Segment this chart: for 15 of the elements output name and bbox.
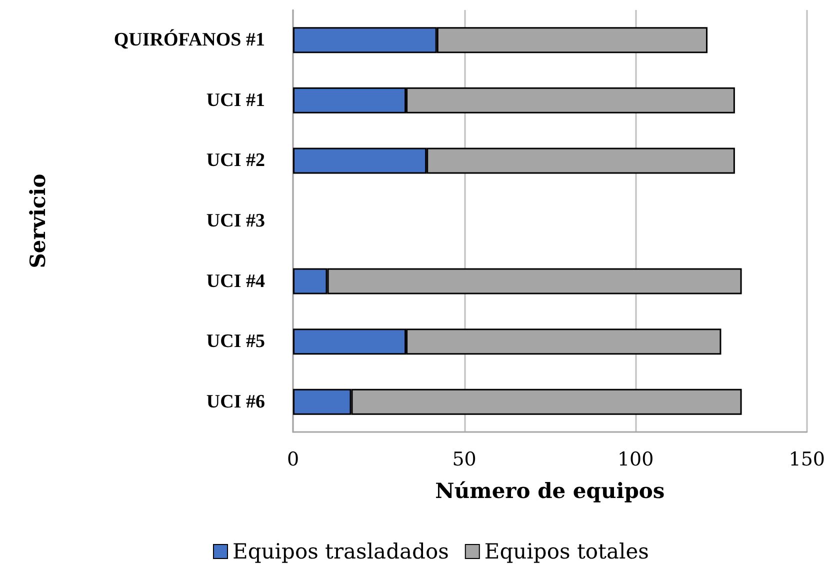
x-tick-label: 0 xyxy=(286,448,300,470)
y-tick-label: QUIRÓFANOS #1 xyxy=(114,28,265,51)
legend-label: Equipos trasladados xyxy=(232,540,449,564)
legend-label: Equipos totales xyxy=(484,540,649,564)
y-tick-label: UCI #1 xyxy=(206,90,265,111)
y-axis-title: Servicio xyxy=(25,174,50,268)
x-tick-label: 100 xyxy=(617,448,654,470)
y-tick-label: UCI #2 xyxy=(206,150,265,172)
x-tick-label: 50 xyxy=(452,448,476,470)
x-axis-title: Número de equipos xyxy=(435,478,665,503)
y-tick-label: UCI #5 xyxy=(206,331,265,352)
y-tick-label: UCI #3 xyxy=(206,210,265,232)
y-tick-label: UCI #4 xyxy=(206,270,266,292)
x-tick-label: 150 xyxy=(788,448,825,470)
y-tick-label: UCI #6 xyxy=(206,391,265,412)
